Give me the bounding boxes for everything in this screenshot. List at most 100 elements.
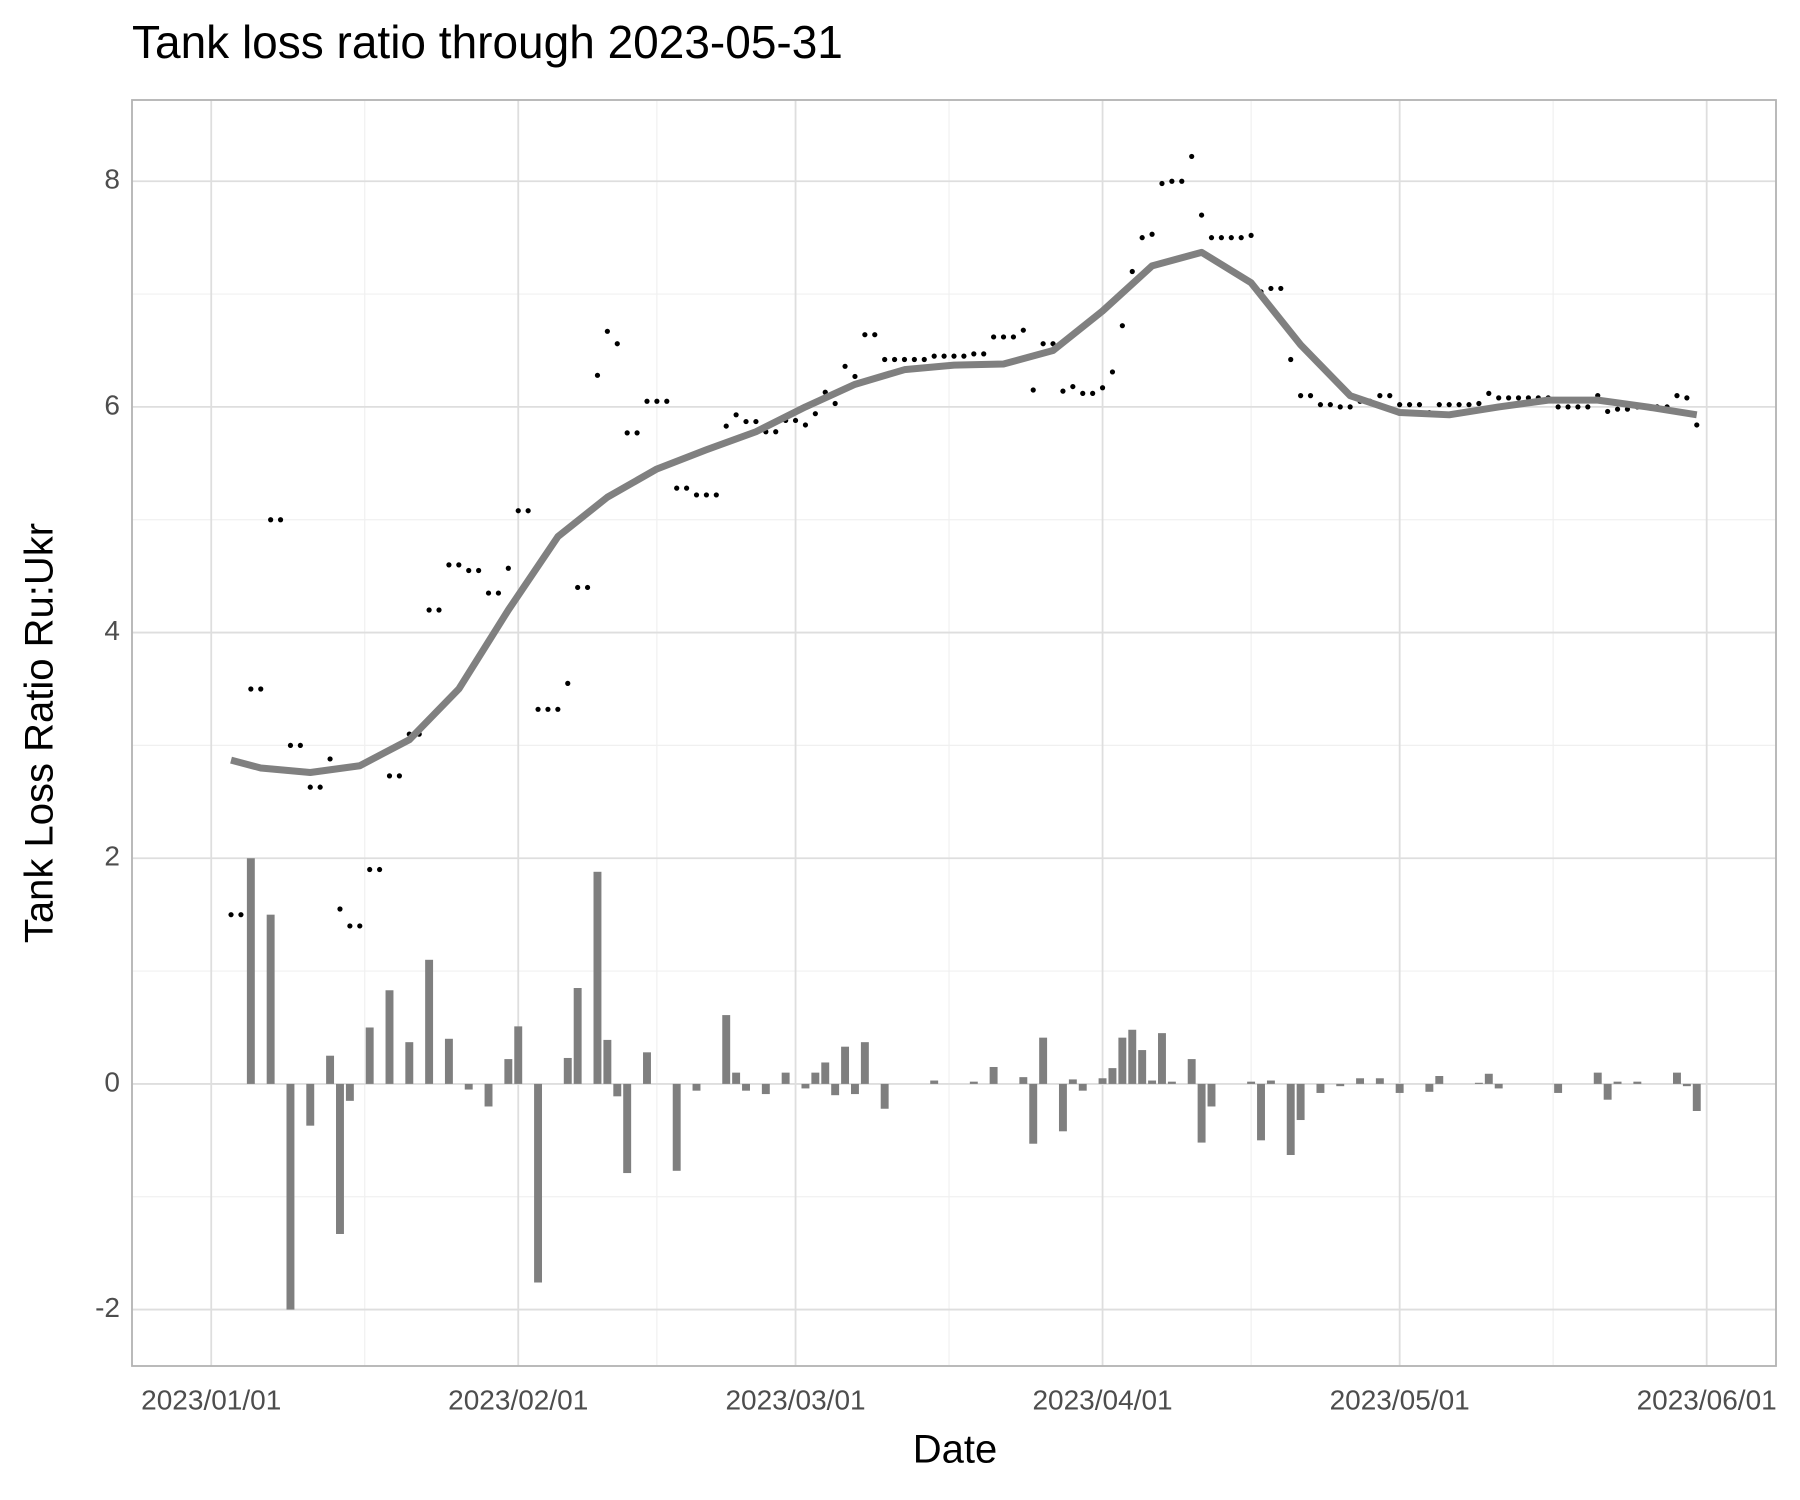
bar [1029,1083,1038,1144]
point [1179,178,1185,184]
bar [593,871,602,1084]
point [535,706,541,712]
point [664,398,670,404]
point [545,706,551,712]
bar [534,1083,543,1283]
y-tick-label: 6 [104,389,120,420]
point [317,784,323,790]
bar [1257,1083,1265,1141]
point [575,584,581,591]
bar [1316,1083,1325,1093]
bar [1603,1083,1612,1100]
y-tick-label: 8 [104,164,120,195]
point [555,706,561,712]
point [644,398,650,404]
bar [643,1052,651,1084]
bar [761,1083,770,1095]
chart-title: Tank loss ratio through 2023-05-31 [132,16,843,68]
point [1496,395,1502,401]
point [505,565,511,571]
bar [266,914,275,1084]
point [1387,393,1393,399]
point [862,332,868,338]
point [872,332,878,338]
point [307,784,313,790]
bar [851,1083,859,1095]
point [1139,235,1145,241]
point [1446,402,1452,408]
bar [444,1038,453,1084]
bar [672,1083,681,1171]
bar [1158,1033,1166,1084]
point [347,923,353,929]
bar [613,1083,622,1097]
point [733,412,739,418]
point [1674,393,1680,399]
point [1614,406,1621,412]
x-tick-label: 2023/06/01 [1637,1384,1777,1415]
point [1298,393,1304,399]
point [1684,395,1690,401]
point [852,373,858,380]
bar [1474,1082,1483,1084]
bar [1167,1081,1176,1084]
bar [1058,1083,1067,1132]
bar [1286,1083,1295,1155]
panel-border [131,99,1777,1367]
point [1020,327,1026,333]
bar [989,1066,998,1084]
point [921,356,927,363]
bar [1207,1083,1216,1107]
x-tick-label: 2023/01/01 [141,1384,281,1415]
point [1585,404,1591,410]
x-tick-label: 2023/02/01 [448,1384,588,1415]
bar [692,1083,701,1091]
point [1307,393,1314,399]
bar [1613,1081,1622,1084]
point [495,590,502,596]
point [367,866,373,873]
point [743,418,749,425]
point [981,351,987,357]
point [456,562,462,568]
bar [1673,1072,1681,1084]
y-tick-label: 0 [104,1066,120,1097]
point [971,351,977,357]
point [277,517,284,523]
point [446,562,452,568]
bar [345,1083,354,1101]
point [1238,235,1244,241]
point [1218,235,1224,241]
bar [801,1083,810,1089]
point [634,430,640,436]
bar [1336,1083,1345,1087]
bar [821,1062,830,1084]
point [258,686,264,692]
bar [880,1083,889,1109]
bar [326,1055,335,1084]
point [248,686,254,692]
bar [1019,1077,1028,1084]
bar [811,1072,820,1084]
bar [1068,1079,1077,1084]
bar [464,1083,473,1090]
bar [742,1083,750,1091]
point [1090,390,1096,396]
point [1060,388,1066,394]
point [584,584,591,591]
point [1109,369,1116,375]
x-tick-label: 2023/04/01 [1032,1384,1172,1415]
point [1169,178,1175,184]
bar [969,1081,978,1084]
point [1416,402,1423,408]
bar [1395,1083,1404,1093]
point [1278,285,1284,292]
bar [405,1042,414,1084]
point [1456,402,1462,408]
point [792,417,799,424]
bar [484,1083,493,1107]
bar [603,1039,612,1084]
y-tick-label: 4 [104,615,120,646]
